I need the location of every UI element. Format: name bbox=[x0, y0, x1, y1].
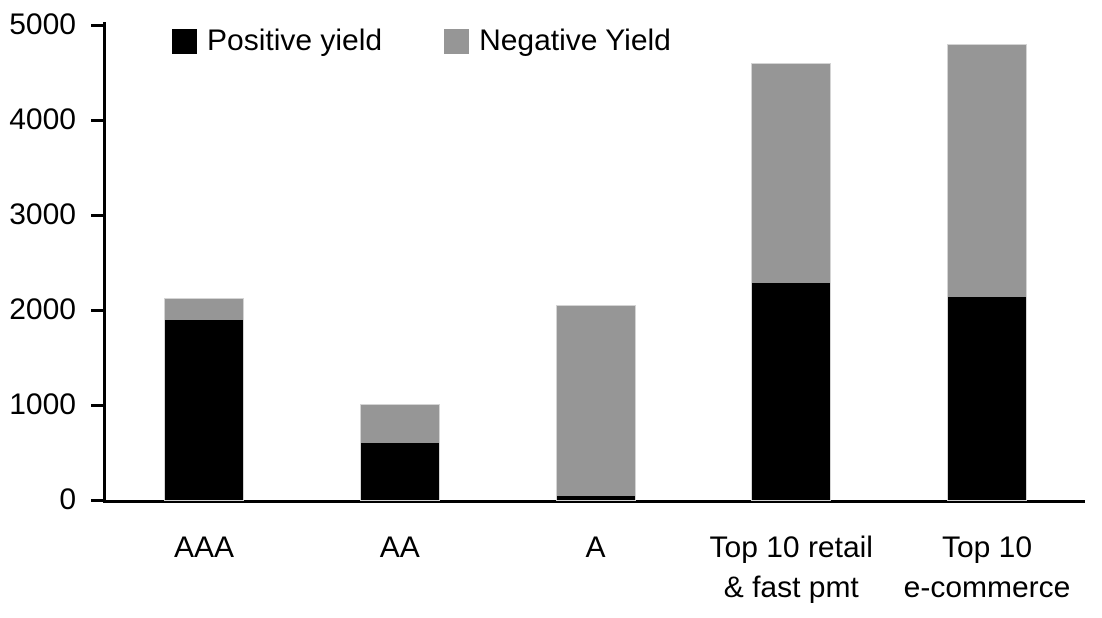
y-axis-tick-mark bbox=[91, 498, 105, 502]
y-axis-tick-mark bbox=[91, 213, 105, 217]
bar-segment-top-10-e-commerce-negative-yield bbox=[948, 44, 1026, 297]
x-axis-line bbox=[103, 500, 1085, 503]
bar-segment-top-10-retail-fast-pmt-positive-yield bbox=[752, 283, 831, 500]
chart-legend: Positive yield Negative Yield bbox=[172, 24, 671, 58]
bar-segment-a-positive-yield bbox=[556, 496, 635, 500]
bar-segment-aa-negative-yield bbox=[360, 405, 439, 443]
y-axis-tick-label: 5000 bbox=[9, 8, 76, 41]
x-axis-category-label-line: Top 10 retail bbox=[709, 531, 873, 564]
legend-item-positive-yield: Positive yield bbox=[172, 24, 382, 58]
legend-label-positive-yield: Positive yield bbox=[207, 24, 383, 57]
y-axis-tick-mark bbox=[91, 308, 105, 312]
y-axis-tick-label: 0 bbox=[59, 483, 76, 516]
bar-segment-top-10-e-commerce-positive-yield bbox=[948, 296, 1026, 500]
x-axis-category-label-top-10-e-commerce: Top 10 e-commerce bbox=[904, 528, 1071, 608]
x-axis-category-label-aa: AA bbox=[380, 528, 420, 568]
x-axis-category-label-line: AA bbox=[379, 531, 420, 564]
x-axis-category-label-line: & fast pmt bbox=[723, 571, 859, 604]
y-axis-tick-label: 4000 bbox=[9, 103, 76, 136]
bar-segment-aaa-negative-yield bbox=[165, 298, 243, 321]
x-axis-category-label-line: A bbox=[585, 531, 606, 564]
x-axis-category-label-a: A bbox=[585, 528, 605, 568]
x-axis-category-label-top-10-retail-fast-pmt: Top 10 retail & fast pmt bbox=[710, 528, 873, 608]
legend-label-negative-yield: Negative Yield bbox=[479, 24, 671, 57]
bar-segment-aaa-positive-yield bbox=[165, 320, 243, 500]
y-axis-tick-label: 1000 bbox=[9, 388, 76, 421]
bar-top-10-e-commerce bbox=[947, 43, 1027, 501]
legend-swatch-positive-yield-icon bbox=[172, 28, 197, 54]
y-axis-tick-mark bbox=[91, 118, 105, 122]
bar-top-10-retail-fast-pmt bbox=[751, 62, 832, 501]
x-axis-category-label-line: e-commerce bbox=[903, 571, 1071, 604]
x-axis-category-label-line: AAA bbox=[173, 531, 235, 564]
y-axis-tick-mark bbox=[91, 23, 105, 27]
bar-segment-a-negative-yield bbox=[556, 306, 635, 497]
legend-swatch-negative-yield-icon bbox=[444, 28, 470, 54]
y-axis-line bbox=[103, 22, 106, 503]
bar-segment-top-10-retail-fast-pmt-negative-yield bbox=[752, 63, 831, 284]
legend-item-negative-yield: Negative Yield bbox=[444, 24, 671, 58]
bar-aa bbox=[359, 404, 440, 501]
bar-segment-aa-positive-yield bbox=[360, 443, 439, 500]
y-axis-tick-label: 2000 bbox=[9, 293, 76, 326]
x-axis-category-label-aaa: AAA bbox=[174, 528, 234, 568]
y-axis-tick-label: 3000 bbox=[9, 198, 76, 231]
y-axis-tick-mark bbox=[91, 403, 105, 407]
bar-a bbox=[555, 305, 636, 501]
bar-aaa bbox=[164, 297, 244, 501]
x-axis-category-label-line: Top 10 bbox=[941, 531, 1033, 564]
